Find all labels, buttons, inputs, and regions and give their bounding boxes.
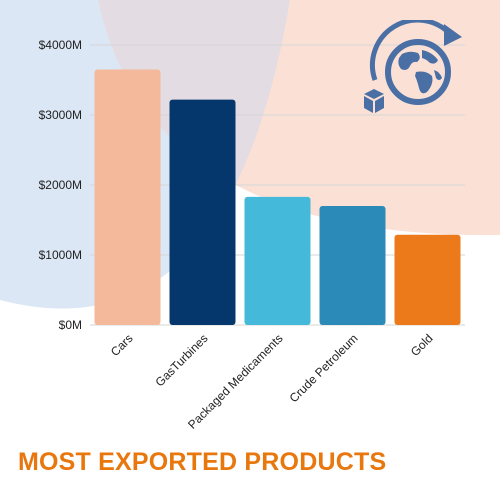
bar-cars [94,69,161,325]
x-tick-label: Cars [108,331,136,359]
bar-crude-petroleum [319,206,386,325]
y-tick-label: $4000M [39,38,82,52]
y-axis: $0M $1000M $2000M $3000M $4000M [39,38,82,332]
bar-gold [394,234,461,325]
y-tick-label: $3000M [39,108,82,122]
background-blob-overlap [98,0,290,236]
page-title: MOST EXPORTED PRODUCTS [18,448,387,476]
bars [94,69,461,325]
x-tick-label: Gold [408,331,436,359]
bar-packaged-medicaments [244,196,311,325]
x-tick-label: GasTurbines [152,331,210,389]
y-tick-label: $0M [59,318,82,332]
x-tick-label: Crude Petroleum [287,331,361,405]
bar-gasturbines [169,99,236,325]
globe-icon [364,20,462,113]
y-tick-label: $2000M [39,178,82,192]
y-tick-label: $1000M [39,248,82,262]
